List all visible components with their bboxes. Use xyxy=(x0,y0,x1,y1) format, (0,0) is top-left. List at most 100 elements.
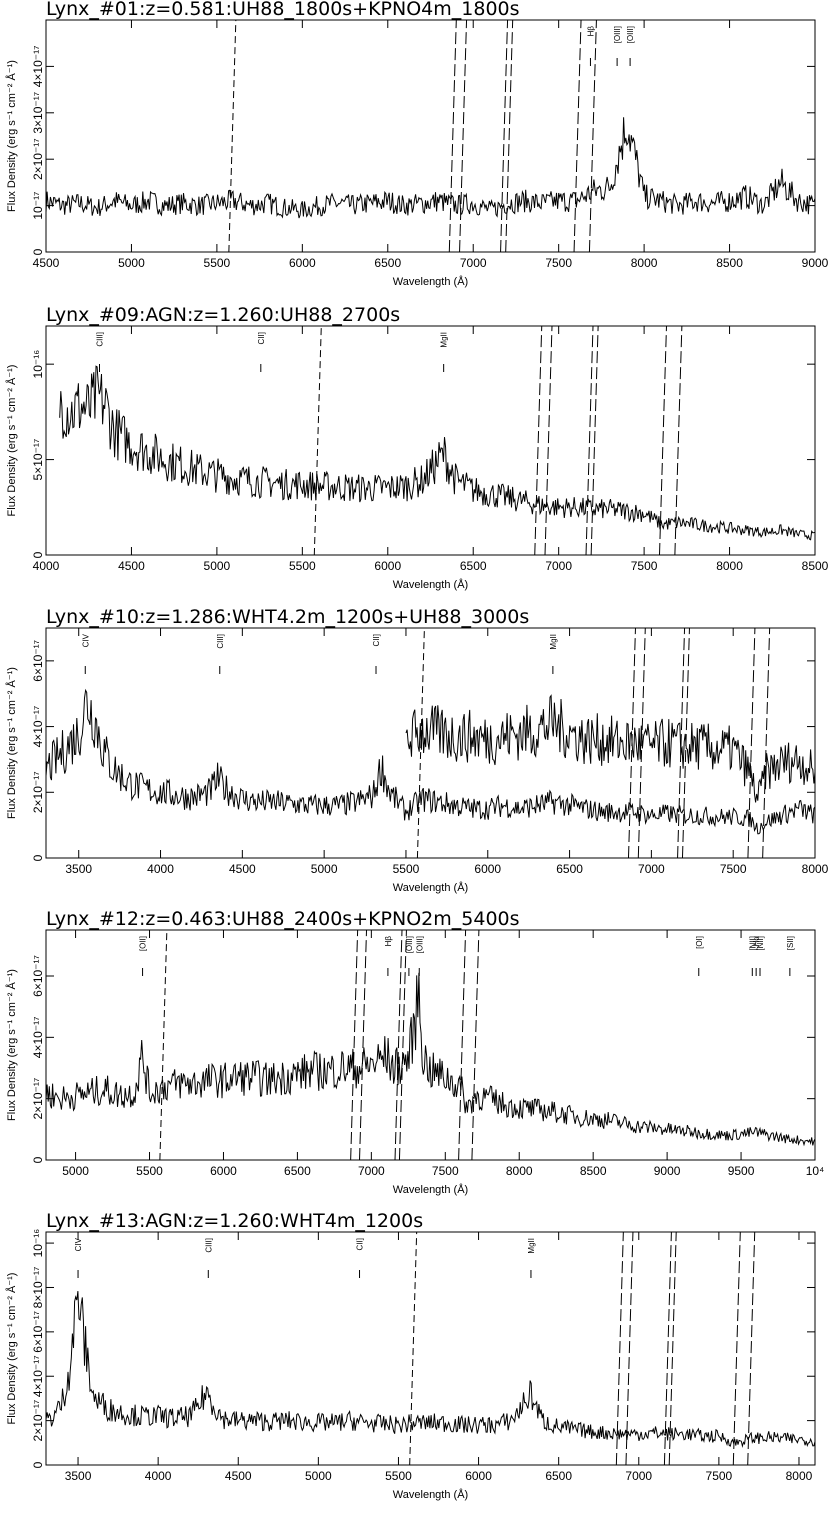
telluric-band xyxy=(448,19,457,253)
telluric-band xyxy=(534,325,543,556)
emission-line-label: CII] xyxy=(257,332,266,344)
telluric-band xyxy=(459,19,468,253)
x-tick-label: 5500 xyxy=(136,1164,163,1178)
x-tick-label: 8500 xyxy=(802,559,829,573)
x-tick-label: 7500 xyxy=(706,1469,733,1483)
y-tick-label: 5×10⁻¹⁷ xyxy=(31,439,45,481)
y-axis-label: Flux Density (erg s⁻¹ cm⁻² Å⁻¹) xyxy=(5,969,18,1121)
telluric-band xyxy=(159,929,168,1161)
y-tick-label: 6×10⁻¹⁷ xyxy=(31,1311,45,1353)
x-tick-label: 6000 xyxy=(210,1164,237,1178)
x-tick-label: 5000 xyxy=(118,256,145,270)
x-tick-label: 5500 xyxy=(393,862,420,876)
telluric-band xyxy=(350,929,359,1161)
x-tick-label: 4000 xyxy=(145,1469,172,1483)
spectrum-trace xyxy=(45,117,816,219)
x-axis-label: Wavelength (Å) xyxy=(393,881,468,894)
emission-line-label: CIV xyxy=(81,633,90,647)
y-tick-label: 10⁻¹⁷ xyxy=(31,192,45,220)
telluric-band xyxy=(394,929,403,1161)
y-tick-label: 6×10⁻¹⁷ xyxy=(31,955,45,997)
emission-line-label: CIII] xyxy=(216,634,225,649)
emission-line-label: [OI] xyxy=(695,936,704,949)
y-tick-label: 0 xyxy=(31,551,45,558)
x-tick-label: 5500 xyxy=(385,1469,412,1483)
y-tick-label: 10⁻¹⁶ xyxy=(31,350,45,379)
emission-line-label: [OII] xyxy=(139,936,148,951)
y-tick-label: 0 xyxy=(31,1156,45,1163)
x-tick-label: 8000 xyxy=(786,1469,813,1483)
spectrum-panel-3: Lynx_#10:z=1.286:WHT4.2m_1200s+UH88_3000… xyxy=(5,606,829,894)
telluric-band xyxy=(359,929,368,1161)
emission-line-label: CIV xyxy=(74,1237,83,1251)
x-tick-label: 9500 xyxy=(728,1164,755,1178)
y-tick-label: 2×10⁻¹⁷ xyxy=(31,138,45,180)
x-tick-label: 7000 xyxy=(625,1469,652,1483)
spectrum-trace xyxy=(45,972,816,1147)
x-tick-label: 9000 xyxy=(802,256,829,270)
x-tick-label: 6500 xyxy=(545,1469,572,1483)
telluric-band xyxy=(732,1231,741,1466)
plot-frame xyxy=(45,627,816,859)
x-axis-label: Wavelength (Å) xyxy=(393,1488,468,1501)
panel-title: Lynx_#10:z=1.286:WHT4.2m_1200s+UH88_3000… xyxy=(46,606,529,628)
emission-line-label: CII] xyxy=(356,1238,365,1250)
telluric-band xyxy=(677,627,686,859)
x-tick-label: 6500 xyxy=(284,1164,311,1178)
x-tick-label: 6500 xyxy=(460,559,487,573)
x-tick-label: 4500 xyxy=(118,559,145,573)
x-tick-label: 6000 xyxy=(289,256,316,270)
telluric-band xyxy=(471,929,480,1161)
telluric-band xyxy=(500,19,509,253)
spectrum-trace xyxy=(45,1291,816,1448)
x-tick-label: 4500 xyxy=(33,256,60,270)
telluric-band xyxy=(398,929,407,1161)
emission-line-label: [OIII] xyxy=(613,26,622,43)
x-tick-label: 5500 xyxy=(289,559,316,573)
emission-line-label: MgII xyxy=(549,634,558,650)
emission-line-label: MgII xyxy=(440,332,449,348)
telluric-band xyxy=(544,325,553,556)
x-tick-label: 9000 xyxy=(654,1164,681,1178)
x-axis-label: Wavelength (Å) xyxy=(393,275,468,288)
plot-frame xyxy=(45,19,816,253)
x-tick-label: 7000 xyxy=(638,862,665,876)
panel-title: Lynx_#12:z=0.463:UH88_2400s+KPNO2m_5400s xyxy=(46,908,520,930)
emission-line-label: [OIII] xyxy=(405,936,414,953)
telluric-band xyxy=(674,325,683,556)
x-tick-label: 6000 xyxy=(474,862,501,876)
spectrum-panel-4: Lynx_#12:z=0.463:UH88_2400s+KPNO2m_5400s… xyxy=(5,908,824,1196)
panel-title: Lynx_#09:AGN:z=1.260:UH88_2700s xyxy=(46,304,400,326)
telluric-band xyxy=(409,1231,418,1466)
x-tick-label: 7000 xyxy=(460,256,487,270)
y-tick-label: 6×10⁻¹⁷ xyxy=(31,640,45,682)
panel-title: Lynx_#13:AGN:z=1.260:WHT4m_1200s xyxy=(46,1210,423,1232)
telluric-band xyxy=(625,1231,634,1466)
x-tick-label: 5500 xyxy=(204,256,231,270)
plot-frame xyxy=(45,1231,816,1466)
panel-title: Lynx_#01:z=0.581:UH88_1800s+KPNO4m_1800s xyxy=(46,0,520,20)
y-tick-label: 2×10⁻¹⁷ xyxy=(31,771,45,813)
telluric-band xyxy=(658,325,667,556)
emission-line-label: [OIII] xyxy=(415,936,424,953)
y-tick-label: 0 xyxy=(31,248,45,255)
telluric-band xyxy=(590,325,599,556)
y-tick-label: 2×10⁻¹⁷ xyxy=(31,1078,45,1120)
emission-line-label: [NII] xyxy=(748,936,757,951)
x-tick-label: 6500 xyxy=(556,862,583,876)
telluric-band xyxy=(573,19,582,253)
plot-frame xyxy=(45,929,816,1161)
telluric-band xyxy=(585,325,594,556)
x-tick-label: 8000 xyxy=(506,1164,533,1178)
x-tick-label: 4500 xyxy=(225,1469,252,1483)
x-tick-label: 5000 xyxy=(311,862,338,876)
emission-line-label: CII] xyxy=(372,634,381,646)
x-tick-label: 7500 xyxy=(631,559,658,573)
x-tick-label: 7500 xyxy=(545,256,572,270)
emission-line-label: [SII] xyxy=(786,936,795,950)
x-tick-label: 8000 xyxy=(716,559,743,573)
y-tick-label: 4×10⁻¹⁷ xyxy=(31,46,45,88)
telluric-band xyxy=(668,1231,677,1466)
y-axis-label: Flux Density (erg s⁻¹ cm⁻² Å⁻¹) xyxy=(5,60,18,212)
